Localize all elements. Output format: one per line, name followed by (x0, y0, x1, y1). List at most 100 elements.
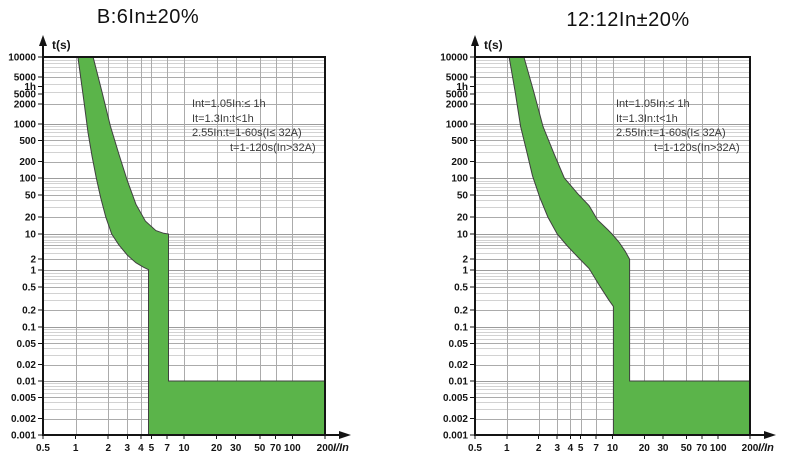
y-tick-label: 0.5 (22, 283, 36, 294)
y-tick-label: 0.005 (11, 393, 36, 404)
chart-title-left: B:6In±20% (96, 6, 200, 28)
annotation-line: 2.55In:t=1-60s(I≤ 32A) (616, 127, 726, 139)
y-tick-label: 2000 (446, 99, 469, 110)
x-tick-label: 20 (211, 443, 223, 454)
x-tick-label: 20 (639, 443, 651, 454)
x-axis-title: I/In (333, 442, 349, 454)
x-tick-label: 2 (105, 443, 111, 454)
y-tick-label: 1h (24, 82, 36, 93)
y-axis-ticks: 1000050001h50002000100050020010050201021… (8, 53, 43, 442)
x-tick-label: 7 (164, 443, 170, 454)
y-tick-label: 1000 (14, 120, 37, 131)
x-tick-label: 50 (254, 443, 266, 454)
y-tick-label: 0.01 (17, 377, 37, 388)
x-tick-label: 10 (607, 443, 619, 454)
x-tick-label: 100 (710, 443, 727, 454)
x-tick-label: 2 (536, 443, 542, 454)
y-tick-label: 0.01 (449, 377, 469, 388)
y-tick-label: 50 (25, 190, 37, 201)
x-tick-label: 3 (125, 443, 131, 454)
x-tick-label: 50 (681, 443, 693, 454)
y-axis-arrow (471, 35, 479, 46)
x-tick-label: 4 (138, 443, 144, 454)
y-tick-label: 1 (30, 266, 36, 277)
annotation-block-left: Int=1.05In:≤ 1h It=1.3In:t<1h 2.55In:t=1-6… (192, 97, 316, 155)
y-tick-label: 20 (25, 213, 37, 224)
y-tick-label: 0.5 (454, 283, 468, 294)
y-tick-label: 5000 (14, 90, 37, 101)
annotation-line: It=1.3In:t<1h (192, 112, 254, 125)
y-tick-label: 0.002 (11, 414, 36, 425)
annotation-block-right: Int=1.05In:≤ 1h It=1.3In:t<1h 2.55In:t=1-6… (616, 97, 740, 155)
y-tick-label: 10000 (8, 53, 36, 64)
chart-title-right: 12:12In±20% (566, 9, 690, 31)
y-tick-label: 5000 (14, 73, 37, 84)
x-tick-label: 200 (317, 443, 334, 454)
x-axis-ticks: 0.5 1 2 3 4 5 7 10 20 30 50 70 100 200 (468, 435, 759, 454)
x-axis-arrow (764, 431, 776, 439)
y-tick-label: 5000 (446, 73, 469, 84)
y-tick-label: 5000 (446, 90, 469, 101)
y-tick-label: 0.05 (449, 339, 469, 350)
y-axis-title: t(s) (52, 38, 71, 52)
x-tick-label: 1 (504, 443, 510, 454)
x-tick-label: 3 (554, 443, 560, 454)
y-tick-label: 0.05 (17, 339, 37, 350)
x-tick-label: 0.5 (36, 443, 50, 454)
y-tick-label: 2000 (14, 99, 37, 110)
x-tick-label: 100 (284, 443, 301, 454)
annotation-line: 2.55In:t=1-60s(I≤ 32A) (192, 127, 302, 139)
y-tick-label: 10000 (440, 53, 468, 64)
y-tick-label: 50 (457, 190, 469, 201)
annotation-line: t=1-120s(In>32A) (230, 141, 316, 154)
x-tick-label: 10 (178, 443, 190, 454)
y-axis-title: t(s) (484, 38, 503, 52)
y-tick-label: 1000 (446, 120, 469, 131)
y-tick-label: 2 (462, 255, 468, 266)
x-axis-title: I/In (758, 442, 774, 454)
y-tick-label: 0.1 (22, 323, 36, 334)
y-tick-label: 0.005 (443, 393, 468, 404)
annotation-line: t=1-120s(In>32A) (654, 141, 740, 154)
x-tick-label: 5 (578, 443, 584, 454)
x-axis-ticks: 0.5 1 2 3 4 5 7 10 20 30 50 70 100 200 (36, 435, 334, 454)
y-tick-label: 0.001 (11, 431, 36, 442)
y-tick-label: 10 (457, 230, 469, 241)
annotation-line: It=1.3In:t<1h (616, 112, 678, 125)
y-tick-label: 0.02 (17, 360, 37, 371)
y-tick-label: 0.2 (22, 305, 36, 316)
x-tick-label: 7 (593, 443, 599, 454)
annotation-line: Int=1.05In:≤ 1h (192, 98, 266, 110)
chart-1: 1000050001h50002000100050020010050201021… (440, 35, 776, 454)
chart-0: 1000050001h50002000100050020010050201021… (8, 35, 351, 454)
y-tick-label: 100 (19, 174, 36, 185)
x-tick-label: 4 (568, 443, 574, 454)
annotation-line: Int=1.05In:≤ 1h (616, 98, 690, 110)
y-tick-label: 200 (451, 157, 468, 168)
y-tick-label: 0.002 (443, 414, 468, 425)
x-tick-label: 1 (73, 443, 79, 454)
y-tick-label: 20 (457, 213, 469, 224)
y-tick-label: 0.2 (454, 305, 468, 316)
y-tick-label: 0.001 (443, 431, 468, 442)
x-tick-label: 0.5 (468, 443, 482, 454)
y-tick-label: 1h (456, 82, 468, 93)
y-tick-label: 500 (19, 136, 36, 147)
x-tick-label: 200 (742, 443, 759, 454)
y-tick-label: 10 (25, 230, 37, 241)
y-tick-label: 0.1 (454, 323, 468, 334)
y-tick-label: 1 (462, 266, 468, 277)
y-tick-label: 500 (451, 136, 468, 147)
x-tick-label: 70 (270, 443, 282, 454)
x-axis-arrow (339, 431, 351, 439)
y-tick-label: 100 (451, 174, 468, 185)
y-tick-label: 2 (30, 255, 36, 266)
y-axis-ticks: 1000050001h50002000100050020010050201021… (440, 53, 475, 442)
y-axis-arrow (39, 35, 47, 46)
x-tick-label: 70 (696, 443, 708, 454)
x-tick-label: 5 (149, 443, 155, 454)
tolerance-band (77, 56, 326, 436)
x-tick-label: 30 (657, 443, 669, 454)
x-tick-label: 30 (230, 443, 242, 454)
